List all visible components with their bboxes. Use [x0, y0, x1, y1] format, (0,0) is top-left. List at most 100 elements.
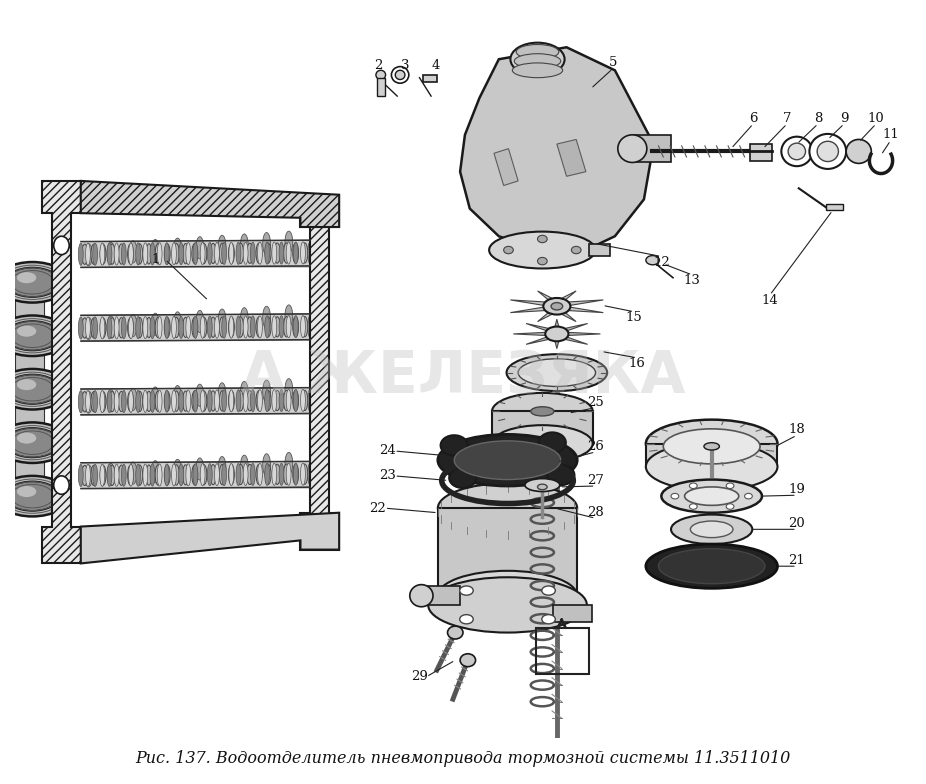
Polygon shape	[81, 513, 339, 564]
Ellipse shape	[91, 391, 96, 412]
Ellipse shape	[229, 316, 233, 338]
Ellipse shape	[152, 387, 159, 409]
Ellipse shape	[817, 141, 838, 162]
Ellipse shape	[121, 464, 126, 486]
Ellipse shape	[129, 243, 133, 265]
Ellipse shape	[301, 390, 306, 412]
Ellipse shape	[17, 433, 36, 444]
Ellipse shape	[130, 241, 137, 263]
Ellipse shape	[186, 242, 191, 265]
Ellipse shape	[459, 615, 473, 624]
Ellipse shape	[121, 317, 126, 339]
Ellipse shape	[146, 465, 152, 485]
Ellipse shape	[294, 390, 298, 412]
Ellipse shape	[263, 380, 270, 402]
Ellipse shape	[510, 42, 565, 76]
Ellipse shape	[100, 243, 105, 265]
Ellipse shape	[121, 243, 126, 265]
Bar	[553, 605, 592, 622]
Ellipse shape	[201, 465, 206, 485]
Ellipse shape	[215, 463, 219, 486]
Ellipse shape	[301, 463, 306, 485]
Ellipse shape	[210, 243, 216, 263]
Ellipse shape	[81, 391, 88, 412]
Ellipse shape	[279, 242, 284, 264]
Ellipse shape	[130, 314, 137, 336]
Ellipse shape	[192, 318, 197, 337]
Ellipse shape	[100, 317, 105, 339]
Polygon shape	[557, 291, 576, 303]
Ellipse shape	[165, 464, 169, 486]
Ellipse shape	[645, 443, 778, 491]
Ellipse shape	[658, 549, 765, 584]
Ellipse shape	[193, 390, 198, 412]
Ellipse shape	[236, 463, 241, 485]
Ellipse shape	[241, 307, 248, 330]
Text: 6: 6	[749, 112, 757, 125]
Ellipse shape	[100, 464, 105, 486]
Ellipse shape	[244, 316, 248, 338]
Ellipse shape	[782, 136, 812, 166]
Bar	[423, 75, 437, 82]
Ellipse shape	[265, 243, 271, 263]
Ellipse shape	[79, 464, 83, 487]
Ellipse shape	[229, 463, 233, 485]
Ellipse shape	[192, 391, 197, 411]
Ellipse shape	[745, 493, 752, 499]
Ellipse shape	[265, 463, 269, 485]
Ellipse shape	[263, 454, 270, 476]
Ellipse shape	[173, 465, 180, 485]
Ellipse shape	[207, 316, 212, 338]
Text: 21: 21	[788, 554, 806, 567]
Ellipse shape	[294, 316, 298, 338]
Ellipse shape	[17, 486, 36, 497]
Ellipse shape	[186, 464, 191, 486]
Text: А ЖЕЛЕЗЯКА: А ЖЕЛЕЗЯКА	[241, 348, 685, 405]
Polygon shape	[300, 194, 339, 550]
Ellipse shape	[238, 317, 244, 337]
Ellipse shape	[174, 459, 181, 481]
Ellipse shape	[93, 243, 97, 265]
Ellipse shape	[130, 388, 137, 411]
Ellipse shape	[285, 231, 293, 253]
Ellipse shape	[152, 461, 159, 483]
Ellipse shape	[447, 626, 463, 639]
Ellipse shape	[265, 317, 271, 337]
Bar	[535, 628, 589, 674]
Ellipse shape	[93, 390, 97, 412]
Ellipse shape	[257, 464, 262, 485]
Ellipse shape	[201, 243, 206, 263]
Ellipse shape	[0, 476, 69, 517]
Ellipse shape	[438, 434, 577, 486]
Ellipse shape	[179, 242, 183, 265]
Ellipse shape	[241, 234, 248, 256]
Ellipse shape	[691, 521, 733, 538]
Ellipse shape	[85, 243, 91, 265]
Ellipse shape	[6, 321, 59, 350]
Ellipse shape	[196, 384, 204, 406]
Ellipse shape	[146, 318, 152, 338]
Ellipse shape	[221, 242, 227, 264]
Ellipse shape	[128, 465, 133, 485]
Text: 2: 2	[374, 60, 382, 72]
Ellipse shape	[150, 464, 155, 486]
Text: 19: 19	[788, 483, 806, 496]
Ellipse shape	[79, 317, 83, 339]
Ellipse shape	[531, 407, 554, 416]
Ellipse shape	[114, 390, 119, 412]
Ellipse shape	[210, 390, 216, 411]
Ellipse shape	[539, 433, 566, 452]
Ellipse shape	[100, 244, 106, 264]
Ellipse shape	[221, 316, 227, 338]
Bar	[589, 244, 610, 256]
Ellipse shape	[428, 577, 587, 633]
Ellipse shape	[690, 483, 697, 488]
Ellipse shape	[265, 242, 269, 264]
Polygon shape	[560, 307, 604, 313]
Bar	[826, 204, 844, 210]
Text: 9: 9	[840, 112, 848, 125]
Ellipse shape	[215, 390, 219, 412]
Ellipse shape	[489, 231, 595, 268]
Ellipse shape	[571, 246, 581, 254]
Ellipse shape	[238, 390, 244, 411]
